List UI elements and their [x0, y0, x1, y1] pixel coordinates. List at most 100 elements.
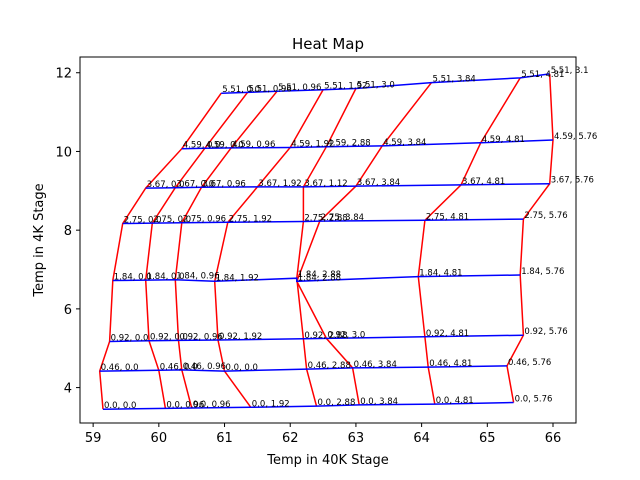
row-line-1	[99, 365, 508, 372]
column-line-5	[295, 82, 433, 406]
point-label: 2.75, 1.92	[229, 214, 272, 224]
point-label: 0.46, 0.0	[160, 362, 198, 372]
point-label: 0.0, 0.96	[166, 400, 204, 410]
point-label: 3.67, 0.0	[176, 180, 214, 190]
point-label: 0.0, 1.92	[252, 399, 290, 409]
row-line-2	[109, 334, 524, 343]
point-label: 5.51, 3.84	[433, 75, 476, 85]
column-line-7	[506, 73, 554, 403]
y-tick-label: 12	[55, 67, 72, 82]
point-label: 0.0, 0.0	[226, 363, 258, 373]
point-label: 3.67, 0.0	[147, 180, 185, 190]
row-line-4	[122, 218, 524, 225]
point-label: 5.51, 0.0	[222, 85, 260, 95]
row-line-6	[181, 139, 554, 150]
point-label: 3.67, 0.96	[203, 179, 246, 189]
point-label: 0.0, 0.0	[104, 401, 136, 411]
point-label: 2.75, 5.76	[524, 211, 567, 221]
point-label: 0.46, 3.84	[354, 360, 397, 370]
y-tick-label: 8	[64, 224, 72, 239]
point-label: 0.46, 5.76	[508, 358, 551, 368]
point-label: 2.75, 3.84	[321, 213, 364, 223]
point-label: 0.92, 4.81	[426, 329, 469, 339]
point-label: 2.75, 2.88	[304, 214, 347, 224]
row-line-7	[221, 73, 550, 94]
plot-area: 0.0, 0.0 0.0, 0.960.0, 0.96 0.0, 1.92 0.0, …	[98, 66, 597, 411]
point-label: 1.84, 0.0	[114, 273, 152, 283]
y-tick-label: 6	[64, 303, 72, 318]
point-label: 5.51, 0.96	[249, 84, 292, 94]
point-label: 5.51, 1.92	[324, 82, 367, 92]
point-label: 0.92, 1.92	[219, 332, 262, 342]
x-tick-label: 62	[282, 431, 299, 446]
point-label: 5.51, 3.0	[357, 81, 395, 91]
point-label: 3.67, 5.76	[551, 176, 594, 186]
axes-frame	[79, 56, 577, 424]
y-tick-label: 10	[55, 145, 72, 160]
point-label: 1.84, 1.92	[216, 273, 259, 283]
point-label: 0.46, 0.96	[183, 362, 226, 372]
column-line-3	[213, 89, 324, 408]
x-tick-label: 63	[348, 431, 365, 446]
point-label: 3.67, 3.84	[357, 178, 400, 188]
point-label: 5.51, 0.96	[278, 83, 321, 93]
point-label: 4.59, 4.81	[482, 135, 525, 145]
point-label: 3.67, 1.92	[258, 179, 301, 189]
point-label: 4.59, 2.88	[327, 139, 370, 149]
point-label: 0.92, 0.0	[150, 333, 188, 343]
point-label: 3.67, 4.81	[462, 177, 505, 187]
point-label: 4.59, 3.84	[383, 138, 426, 148]
point-label: 2.75, 0.0	[153, 215, 191, 225]
point-label: 1.84, 5.76	[521, 267, 564, 277]
x-tick-label: 65	[479, 431, 496, 446]
point-label: 2.75, 0.0	[124, 216, 162, 226]
x-tick-label: 66	[545, 431, 562, 446]
point-label: 0.92, 2.88	[304, 331, 347, 341]
point-label: 4.59, 0.0	[206, 140, 244, 150]
point-label: 5.51, 4.81	[521, 70, 564, 80]
point-label: 0.92, 0.0	[111, 334, 149, 344]
x-tick-label: 61	[216, 431, 233, 446]
point-label: 1.84, 0.0	[147, 272, 185, 282]
point-label: 0.0, 2.88	[318, 398, 356, 408]
row-line-0	[102, 401, 514, 410]
point-label: 0.92, 5.76	[524, 327, 567, 337]
chart-title: Heat Map	[292, 35, 364, 53]
point-label: 2.75, 0.96	[183, 215, 226, 225]
point-label: 4.59, 0.0	[183, 141, 221, 151]
point-label: 0.0, 5.76	[515, 395, 553, 405]
point-label: 3.67, 1.12	[304, 179, 347, 189]
y-axis-label: Temp in 4K Stage	[32, 183, 47, 297]
y-tick-label: 4	[64, 382, 72, 397]
x-tick-label: 60	[151, 431, 168, 446]
point-label: 0.46, 4.81	[429, 359, 472, 369]
point-label: 0.92, 3.0	[327, 330, 365, 340]
column-line-0	[98, 92, 222, 410]
point-label: 0.0, 4.81	[436, 396, 474, 406]
point-label: 1.84, 4.81	[419, 269, 462, 279]
column-line-1	[144, 91, 249, 409]
axis-ticks: 59 60 61 62 63 64 65 66 4 6 8 10 12	[55, 67, 561, 446]
point-label: 0.0, 3.84	[360, 397, 398, 407]
point-label: 2.75, 4.81	[426, 212, 469, 222]
point-label: 4.59, 0.96	[232, 140, 275, 150]
x-axis-label: Temp in 40K Stage	[266, 453, 389, 468]
point-label: 1.84, 0.96	[176, 272, 219, 282]
column-line-6	[417, 77, 521, 405]
x-tick-label: 59	[85, 431, 102, 446]
point-label: 0.0, 0.96	[193, 400, 231, 410]
row-line-5	[145, 182, 550, 189]
point-label: 0.46, 2.88	[308, 361, 351, 371]
point-label: 1.84, 2.88	[298, 270, 341, 280]
x-tick-label: 64	[413, 431, 430, 446]
point-label: 0.92, 0.96	[180, 332, 223, 342]
point-label: 4.59, 1.92	[291, 140, 334, 150]
point-label: 0.46, 0.0	[101, 363, 139, 373]
column-line-2	[174, 90, 278, 409]
point-label: 5.51, 3.1	[551, 66, 589, 76]
row-line-3	[112, 274, 521, 283]
column-line-4	[296, 88, 357, 407]
